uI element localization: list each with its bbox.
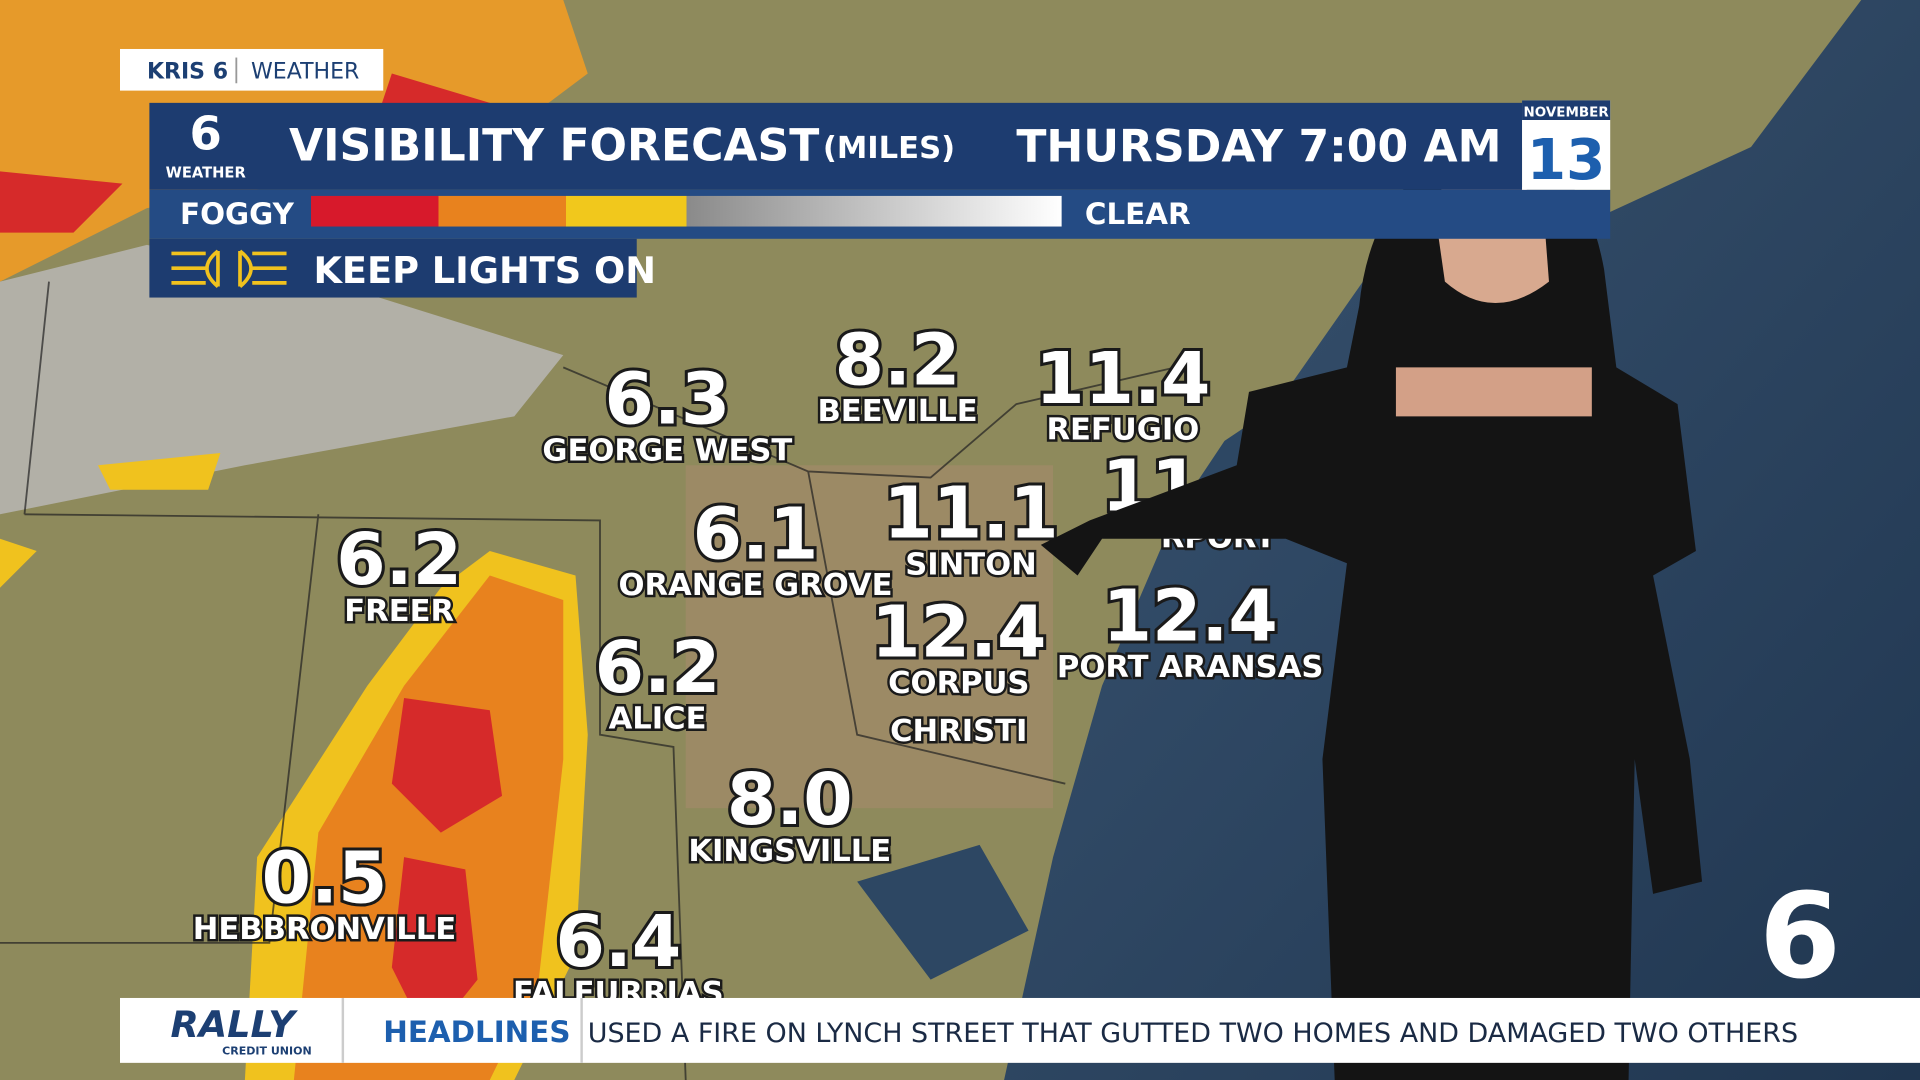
visibility-scale — [311, 195, 1062, 227]
city-name: GEORGE WEST — [542, 433, 792, 468]
radar-gray — [0, 244, 564, 515]
ticker-label: HEADLINES — [383, 1015, 570, 1049]
time: THURSDAY 7:00 AM — [1016, 122, 1501, 173]
title: VISIBILITY FORECAST — [289, 120, 819, 171]
advisory: KEEP LIGHTS ON — [313, 249, 655, 292]
city-name: KINGSVILLE — [688, 834, 891, 869]
sponsor-sub: CREDIT UNION — [222, 1044, 312, 1057]
city-value: 6.1 — [693, 492, 819, 575]
brand: KRIS 6 — [147, 59, 228, 84]
ticker-text: USED A FIRE ON LYNCH STREET THAT GUTTED … — [588, 1018, 1798, 1049]
date-day: 13 — [1527, 128, 1605, 193]
city-name: ALICE — [609, 702, 707, 737]
city-value: 6.4 — [555, 900, 681, 983]
city-value: 11.1 — [883, 472, 1058, 555]
city-value: 6.3 — [604, 358, 730, 441]
brand-section: WEATHER — [251, 59, 359, 84]
units: (MILES) — [823, 131, 955, 166]
city-name: BEEVILLE — [817, 394, 977, 429]
station-bug: 6 — [1759, 868, 1841, 1005]
farmland — [685, 465, 1054, 809]
lights-icon — [171, 249, 287, 288]
date-month: NOVEMBER — [1524, 105, 1610, 120]
city-value: 8.0 — [727, 758, 853, 841]
city-value: 12.4 — [871, 590, 1046, 673]
logo-text: WEATHER — [166, 165, 247, 182]
sponsor: RALLY — [170, 1003, 298, 1046]
radar-red-core — [391, 697, 503, 1041]
logo-number: 6 — [190, 106, 222, 160]
city-name: SINTON — [905, 547, 1037, 582]
legend-high: CLEAR — [1085, 197, 1191, 231]
city-value: 6.2 — [595, 626, 721, 709]
title-bar — [149, 102, 1523, 190]
city-name: FREER — [344, 594, 454, 629]
city-value: 12.4 — [1103, 574, 1278, 657]
city-value: 11.4 — [1035, 337, 1210, 420]
city-value: 8.2 — [835, 318, 961, 401]
date-month-band — [1522, 100, 1611, 120]
brand-tab — [120, 48, 384, 91]
city-name: ORANGE GROVE — [618, 568, 892, 603]
city-value: 0.5 — [262, 836, 388, 919]
radar-orange-band — [293, 575, 564, 1080]
radar-yellow — [0, 453, 221, 588]
city-name: HEBBRONVILLE — [193, 912, 456, 947]
legend-low: FOGGY — [180, 197, 295, 231]
advisory-bar — [149, 238, 637, 298]
city-name: PORT ARANSAS — [1057, 650, 1324, 685]
city-value: 6.2 — [336, 518, 462, 601]
city-name: CHRISTI — [890, 714, 1027, 749]
ticker-bar — [120, 997, 1920, 1063]
city-name: CORPUS — [888, 666, 1029, 701]
county-lines — [0, 281, 1176, 1080]
city-name: REFUGIO — [1046, 413, 1199, 448]
